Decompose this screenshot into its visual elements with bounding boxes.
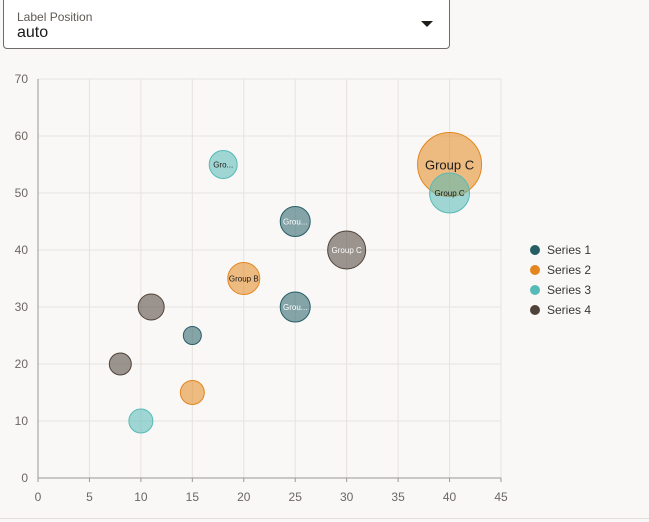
bubble-mark[interactable] [429, 172, 471, 214]
series-4-bubble[interactable] [137, 293, 165, 321]
x-tick-label: 10 [134, 490, 148, 504]
y-tick-label: 40 [15, 243, 29, 257]
y-tick-label: 60 [15, 129, 29, 143]
bubble-label: Grou... [283, 218, 307, 227]
bubble-mark[interactable] [327, 230, 367, 270]
bubbles: Grou... Grou... Group B Group C Gro... Group … [108, 132, 483, 434]
x-tick-label: 40 [443, 490, 457, 504]
divider [0, 518, 649, 519]
bubble-mark[interactable] [108, 352, 132, 376]
x-tick-label: 0 [35, 490, 42, 504]
series-4-bubble[interactable]: Group C [327, 230, 367, 270]
x-tick-label: 15 [186, 490, 200, 504]
bubble-mark[interactable] [179, 380, 205, 405]
legend-label[interactable]: Series 3 [547, 283, 591, 297]
label-position-select[interactable]: Label Position auto [3, 0, 450, 49]
bubble-label: Group B [229, 275, 259, 284]
bubble-mark[interactable] [227, 262, 261, 295]
bubble-label: Group C [332, 246, 362, 255]
y-tick-label: 20 [15, 357, 29, 371]
series-3-bubble[interactable]: Group C [429, 172, 471, 214]
bubble-mark[interactable] [182, 326, 202, 345]
series-1-bubble[interactable]: Grou... [279, 291, 311, 323]
bubble-label: Gro... [213, 161, 233, 170]
legend-swatch [530, 305, 540, 315]
x-tick-label: 20 [237, 490, 251, 504]
x-tick-label: 45 [494, 490, 508, 504]
y-tick-label: 50 [15, 186, 29, 200]
bubble-mark[interactable] [208, 150, 238, 179]
y-tick-label: 0 [21, 471, 28, 485]
series-1-bubble[interactable] [182, 326, 202, 345]
x-tick-label: 25 [289, 490, 303, 504]
select-label: Label Position [17, 10, 93, 24]
bubble-label: Group C [434, 189, 464, 198]
series-3-bubble[interactable] [128, 408, 154, 434]
chevron-down-icon[interactable] [421, 21, 433, 27]
select-value: auto [17, 24, 49, 41]
x-tick-label: 30 [340, 490, 354, 504]
bubble-label: Grou... [283, 303, 307, 312]
bubble-mark[interactable] [279, 291, 311, 323]
legend: Series 1 Series 2 Series 3 Series 4 [530, 243, 591, 317]
series-2-bubble[interactable]: Group B [227, 262, 261, 295]
legend-swatch [530, 265, 540, 275]
y-tick-label: 10 [15, 414, 29, 428]
axes: 0 5 10 15 20 25 30 35 40 45 0 10 20 30 40 50 60 70 [15, 72, 508, 504]
legend-label[interactable]: Series 1 [547, 243, 591, 257]
series-1-bubble[interactable]: Grou... [279, 206, 311, 237]
series-3-bubble[interactable]: Gro... [208, 150, 238, 179]
series-2-bubble[interactable] [179, 380, 205, 405]
y-tick-label: 70 [15, 72, 29, 86]
y-tick-label: 30 [15, 300, 29, 314]
x-tick-label: 5 [86, 490, 93, 504]
bubble-mark[interactable] [137, 293, 165, 321]
legend-label[interactable]: Series 2 [547, 263, 591, 277]
legend-label[interactable]: Series 4 [547, 303, 591, 317]
bubble-mark[interactable] [279, 206, 311, 237]
legend-swatch [530, 245, 540, 255]
legend-swatch [530, 285, 540, 295]
bubble-mark[interactable] [128, 408, 154, 434]
series-4-bubble[interactable] [108, 352, 132, 376]
x-tick-label: 35 [391, 490, 405, 504]
bubble-label: Group C [425, 158, 474, 173]
